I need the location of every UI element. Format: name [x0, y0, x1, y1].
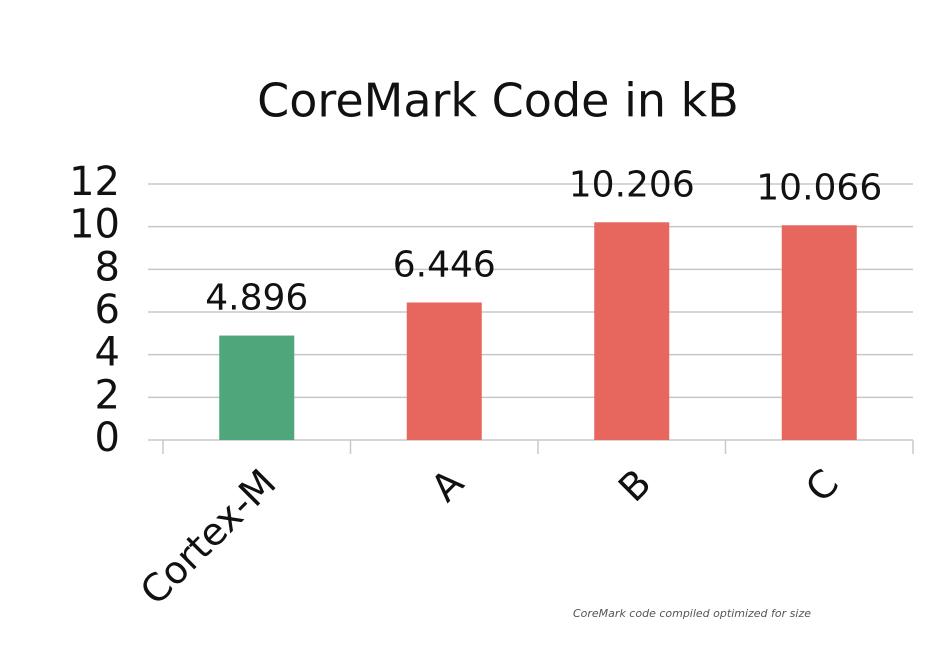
y-tick-label: 2 — [95, 372, 120, 418]
y-tick-label: 8 — [95, 244, 120, 290]
bar — [406, 302, 482, 440]
y-tick-label: 4 — [95, 330, 120, 376]
y-tick-label: 0 — [95, 415, 120, 461]
y-tick-label: 12 — [69, 159, 120, 205]
bar — [594, 222, 670, 440]
data-label: 6.446 — [393, 244, 496, 285]
bar — [219, 335, 295, 440]
y-tick-label: 10 — [69, 202, 120, 248]
bar — [781, 225, 857, 440]
data-label: 4.896 — [205, 278, 308, 319]
chart-title: CoreMark Code in kB — [257, 74, 739, 128]
data-label: 10.206 — [569, 164, 695, 205]
y-tick-label: 6 — [95, 287, 120, 333]
footnote: CoreMark code compiled optimized for siz… — [573, 607, 811, 620]
data-label: 10.066 — [756, 167, 882, 208]
